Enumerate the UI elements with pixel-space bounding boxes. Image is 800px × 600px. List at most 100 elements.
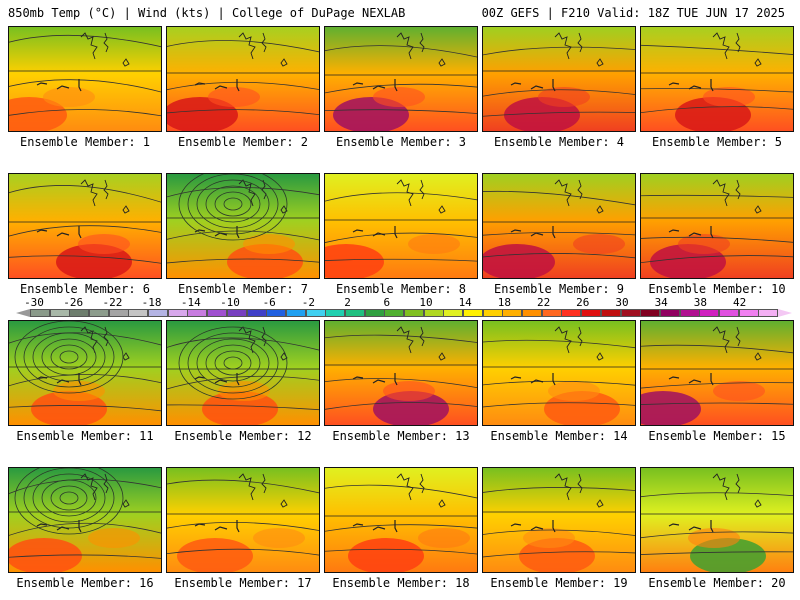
- ensemble-member-label: Ensemble Member: 9: [493, 282, 625, 296]
- ensemble-member-label: Ensemble Member: 19: [490, 576, 628, 590]
- ensemble-member-label: Ensemble Member: 20: [648, 576, 786, 590]
- colorbar-swatch: [305, 309, 326, 317]
- colorbar-swatch: [640, 309, 661, 317]
- colorbar-swatch: [699, 309, 720, 317]
- colorbar-swatch: [246, 309, 267, 317]
- colorbar-swatch: [738, 309, 759, 317]
- colorbar-tick-label: -10: [220, 296, 240, 309]
- ensemble-member-label: Ensemble Member: 5: [651, 135, 783, 149]
- colorbar-tick-label: 2: [344, 296, 351, 309]
- colorbar-swatch: [325, 309, 346, 317]
- ensemble-member-map: [324, 173, 478, 279]
- ensemble-member-map: [640, 320, 794, 426]
- ensemble-member-map: [640, 173, 794, 279]
- colorbar-swatch: [285, 309, 306, 317]
- colorbar-swatch: [522, 309, 543, 317]
- colorbar-swatch: [659, 309, 680, 317]
- ensemble-member-map: [482, 320, 636, 426]
- colorbar-swatch: [266, 309, 287, 317]
- colorbar-swatch: [482, 309, 503, 317]
- ensemble-member-label: Ensemble Member: 17: [174, 576, 312, 590]
- colorbar-tick-label: 14: [458, 296, 472, 309]
- colorbar-swatch: [89, 309, 110, 317]
- ensemble-member-label: Ensemble Member: 8: [335, 282, 467, 296]
- ensemble-member-label: Ensemble Member: 12: [174, 429, 312, 443]
- ensemble-member-label: Ensemble Member: 1: [19, 135, 151, 149]
- colorbar-min-arrow: [16, 309, 30, 317]
- ensemble-member-map: [8, 320, 162, 426]
- ensemble-member-map: [166, 173, 320, 279]
- ensemble-member-label: Ensemble Member: 16: [16, 576, 154, 590]
- ensemble-member-map: [166, 26, 320, 132]
- colorbar-tick-label: 22: [536, 296, 551, 309]
- ensemble-member-map: [482, 26, 636, 132]
- colorbar-tick-label: 34: [654, 296, 668, 309]
- colorbar-tick-label: 42: [732, 296, 747, 309]
- colorbar-swatch: [541, 309, 562, 317]
- ensemble-member-map: [8, 467, 162, 573]
- ensemble-member-map: [166, 467, 320, 573]
- colorbar-swatch: [581, 309, 602, 317]
- ensemble-member-map: [640, 467, 794, 573]
- colorbar-tick-label: 26: [576, 296, 590, 309]
- colorbar-swatch: [600, 309, 621, 317]
- ensemble-member-map: [324, 26, 478, 132]
- colorbar-tick-label: 30: [615, 296, 629, 309]
- colorbar-tick-label: -22: [102, 296, 123, 309]
- colorbar-swatch: [620, 309, 641, 317]
- colorbar-swatch: [404, 309, 424, 317]
- ensemble-member-map: [482, 173, 636, 279]
- colorbar-tick-label: -14: [180, 296, 201, 309]
- colorbar-tick-label: 18: [497, 296, 512, 309]
- colorbar-swatch: [108, 309, 129, 317]
- colorbar-tick-label: -30: [24, 296, 44, 309]
- colorbar-swatch: [502, 309, 523, 317]
- ensemble-member-map: [8, 173, 162, 279]
- colorbar-swatch: [443, 309, 464, 317]
- ensemble-member-label: Ensemble Member: 2: [177, 135, 309, 149]
- ensemble-member-map: [324, 320, 478, 426]
- colorbar-swatch: [30, 309, 50, 317]
- ensemble-member-label: Ensemble Member: 7: [177, 282, 309, 296]
- colorbar-swatch: [758, 309, 779, 317]
- colorbar-swatch: [226, 309, 247, 317]
- ensemble-member-map: [324, 467, 478, 573]
- ensemble-member-map: [640, 26, 794, 132]
- colorbar-tick-label: 10: [419, 296, 433, 309]
- ensemble-member-label: Ensemble Member: 18: [332, 576, 470, 590]
- colorbar-swatch: [148, 309, 169, 317]
- ensemble-member-label: Ensemble Member: 15: [648, 429, 786, 443]
- ensemble-member-label: Ensemble Member: 3: [335, 135, 467, 149]
- ensemble-member-map: [8, 26, 162, 132]
- colorbar-swatch: [423, 309, 444, 317]
- ensemble-member-label: Ensemble Member: 11: [16, 429, 154, 443]
- colorbar-swatch: [463, 309, 484, 317]
- ensemble-member-label: Ensemble Member: 10: [648, 282, 786, 296]
- colorbar-tick-label: -18: [141, 296, 162, 309]
- colorbar-tick-label: -2: [301, 296, 316, 309]
- colorbar-tick-label: 6: [383, 296, 391, 309]
- ensemble-member-label: Ensemble Member: 14: [490, 429, 628, 443]
- colorbar-swatch: [49, 309, 70, 317]
- colorbar-swatch: [69, 309, 90, 317]
- colorbar-swatch: [167, 309, 188, 317]
- ensemble-member-label: Ensemble Member: 4: [493, 135, 625, 149]
- colorbar-swatch: [344, 309, 365, 317]
- run-valid-time: 00Z GEFS | F210 Valid: 18Z TUE JUN 17 20…: [481, 6, 785, 20]
- ensemble-member-map: [482, 467, 636, 573]
- colorbar-tick-label: -26: [63, 296, 84, 309]
- ensemble-member-map: [166, 320, 320, 426]
- colorbar-swatch: [561, 309, 582, 317]
- colorbar-swatch: [207, 309, 228, 317]
- colorbar-tick-label: -6: [262, 296, 276, 309]
- temperature-colorbar: [30, 309, 779, 317]
- ensemble-member-label: Ensemble Member: 6: [19, 282, 151, 296]
- colorbar-tick-label: 38: [693, 296, 708, 309]
- colorbar-swatch: [679, 309, 700, 317]
- ensemble-member-label: Ensemble Member: 13: [332, 429, 470, 443]
- colorbar-swatch: [718, 309, 739, 317]
- map-title: 850mb Temp (°C) | Wind (kts) | College o…: [8, 6, 406, 20]
- colorbar-swatch: [128, 309, 149, 317]
- colorbar-swatch: [187, 309, 208, 317]
- colorbar-max-arrow: [778, 309, 792, 317]
